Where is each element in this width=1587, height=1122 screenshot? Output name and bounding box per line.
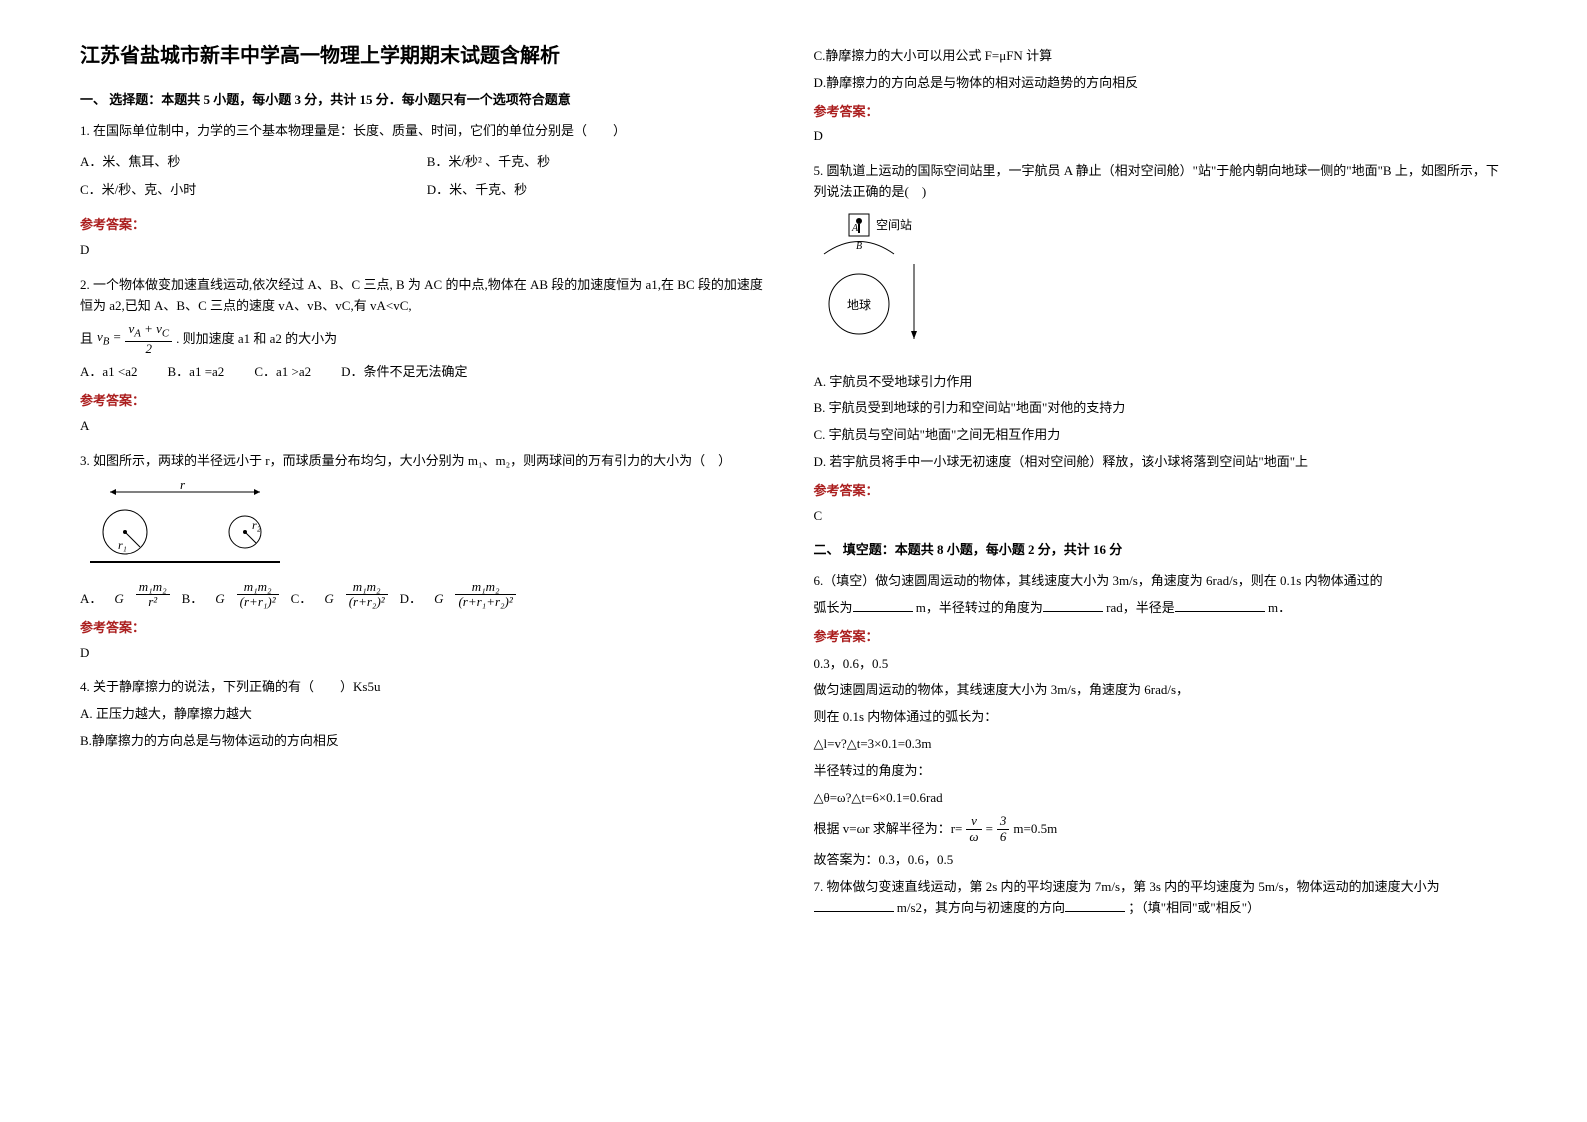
- q6-l1a: 弧长为: [814, 600, 853, 615]
- q3-opt-d-formula: G: [434, 589, 443, 610]
- q6-l1d: m．: [1268, 600, 1291, 615]
- doc-title: 江苏省盐城市新丰中学高一物理上学期期末试题含解析: [80, 40, 774, 72]
- q2-opt-a: A．a1 <a2: [80, 362, 138, 383]
- q3-options: A． G m₁m₂r² B． G m₁m₂(r+r₁)² C． G m₁m₂(r…: [80, 580, 774, 610]
- q3-opt-a-frac: m₁m₂r²: [136, 580, 170, 610]
- q2-ans-label: 参考答案：: [80, 391, 774, 412]
- q2-options: A．a1 <a2 B．a1 =a2 C．a1 >a2 D．条件不足无法确定: [80, 362, 774, 383]
- q1-options: A．米、焦耳、秒 B．米/秒² 、千克、秒 C．米/秒、克、小时 D．米、千克、…: [80, 148, 774, 206]
- q6-exp6: 根据 v=ωr 求解半径为：r= vω = 36 m=0.5m: [814, 814, 1508, 844]
- section1-heading: 一、 选择题：本题共 5 小题，每小题 3 分，共计 15 分．每小题只有一个选…: [80, 90, 774, 111]
- q2-text2: 且 vB = vA + vC 2 . 则加速度 a1 和 a2 的大小为: [80, 322, 774, 356]
- q3-opt-a-label: A．: [80, 589, 102, 610]
- q6-exp5: △θ=ω?△t=6×0.1=0.6rad: [814, 788, 1508, 809]
- blank-radius: [1175, 598, 1265, 612]
- svg-text:B: B: [856, 241, 862, 252]
- q1-opt-b: B．米/秒² 、千克、秒: [427, 152, 774, 173]
- q6-exp3: △l=v?△t=3×0.1=0.3m: [814, 734, 1508, 755]
- q2-opt-c: C．a1 >a2: [254, 362, 311, 383]
- q1-ans-label: 参考答案：: [80, 215, 774, 236]
- q6-blanks-line: 弧长为 m，半径转过的角度为 rad，半径是 m．: [814, 598, 1508, 619]
- q1-opt-d: D．米、千克、秒: [427, 180, 774, 201]
- q6-ans-label: 参考答案：: [814, 627, 1508, 648]
- svg-text:r: r: [180, 477, 186, 492]
- q2-opt-b: B．a1 =a2: [168, 362, 225, 383]
- right-column: C.静摩擦力的大小可以用公式 F=μFN 计算 D.静摩擦力的方向总是与物体的相…: [794, 40, 1528, 1082]
- q2-opt-d: D．条件不足无法确定: [341, 362, 467, 383]
- q3-opt-d-label: D．: [400, 589, 422, 610]
- q3-opt-b-formula: G: [215, 589, 224, 610]
- blank-arc: [853, 598, 913, 612]
- q2-ans: A: [80, 416, 774, 437]
- q4-opt-c: C.静摩擦力的大小可以用公式 F=μFN 计算: [814, 46, 1508, 67]
- section2-heading: 二、 填空题：本题共 8 小题，每小题 2 分，共计 16 分: [814, 540, 1508, 561]
- q7-c: ；（填"相同"或"相反"）: [1128, 900, 1260, 915]
- q3-opt-d-frac: m₁m₂(r+r₁+r₂)²: [455, 580, 515, 610]
- svg-text:r₂: r₂: [252, 518, 261, 532]
- svg-text:r₁: r₁: [118, 538, 127, 552]
- q5-station-label: 空间站: [876, 218, 912, 232]
- q1-opt-a: A．米、焦耳、秒: [80, 152, 427, 173]
- q6-frac-3-6: 36: [997, 814, 1010, 844]
- q5-figure: A 空间站 B 地球: [814, 209, 1508, 366]
- q7-text: 7. 物体做匀变速直线运动，第 2s 内的平均速度为 7m/s，第 3s 内的平…: [814, 877, 1508, 919]
- q5-opt-b: B. 宇航员受到地球的引力和空间站"地面"对他的支持力: [814, 398, 1508, 419]
- q3-opt-c-formula: G: [324, 589, 333, 610]
- q1-text: 1. 在国际单位制中，力学的三个基本物理量是：长度、质量、时间，它们的单位分别是…: [80, 121, 774, 142]
- q4-ans: D: [814, 126, 1508, 147]
- q6-exp4: 半径转过的角度为：: [814, 761, 1508, 782]
- q3-opt-b-label: B．: [182, 589, 204, 610]
- q3-text: 3. 如图所示，两球的半径远小于 r，而球质量分布均匀，大小分别为 m₁、m₂，…: [80, 451, 774, 472]
- q5-ans-label: 参考答案：: [814, 481, 1508, 502]
- q4-ans-label: 参考答案：: [814, 102, 1508, 123]
- q2-frac: vA + vC 2: [125, 322, 172, 356]
- q3-ans: D: [80, 643, 774, 664]
- q5-opt-d: D. 若宇航员将手中一小球无初速度（相对空间舱）释放，该小球将落到空间站"地面"…: [814, 452, 1508, 473]
- q6-ans-line1: 0.3，0.6，0.5: [814, 654, 1508, 675]
- q4-text: 4. 关于静摩擦力的说法，下列正确的有（ ）Ks5u: [80, 677, 774, 698]
- q2-text1: 2. 一个物体做变加速直线运动,依次经过 A、B、C 三点, B 为 AC 的中…: [80, 275, 774, 317]
- q3-opt-c-label: C．: [291, 589, 313, 610]
- blank-accel: [814, 898, 894, 912]
- q3-ans-label: 参考答案：: [80, 618, 774, 639]
- q3-opt-c-frac: m₁m₂(r+r₂)²: [346, 580, 388, 610]
- q7-b: m/s2，其方向与初速度的方向: [897, 900, 1065, 915]
- q2-formula-vb: vB =: [97, 327, 121, 351]
- q6-frac-v-omega: vω: [966, 814, 981, 844]
- q4-opt-b: B.静摩擦力的方向总是与物体运动的方向相反: [80, 731, 774, 752]
- svg-text:A: A: [851, 223, 859, 234]
- blank-angle: [1043, 598, 1103, 612]
- q5-earth-label: 地球: [847, 298, 871, 312]
- page: 江苏省盐城市新丰中学高一物理上学期期末试题含解析 一、 选择题：本题共 5 小题…: [0, 0, 1587, 1122]
- q3-opt-b-frac: m₁m₂(r+r₁)²: [237, 580, 279, 610]
- q4-opt-d: D.静摩擦力的方向总是与物体的相对运动趋势的方向相反: [814, 73, 1508, 94]
- q2-text2-post: . 则加速度 a1 和 a2 的大小为: [176, 329, 337, 350]
- q2-text2-pre: 且: [80, 329, 93, 350]
- q6-l1b: m，半径转过的角度为: [916, 600, 1043, 615]
- q5-opt-c: C. 宇航员与空间站"地面"之间无相互作用力: [814, 425, 1508, 446]
- q1-ans: D: [80, 240, 774, 261]
- q6-exp1: 做匀速圆周运动的物体，其线速度大小为 3m/s，角速度为 6rad/s，: [814, 680, 1508, 701]
- q1-opt-c: C．米/秒、克、小时: [80, 180, 427, 201]
- q6-exp6-post: m=0.5m: [1013, 819, 1057, 840]
- q6-exp2: 则在 0.1s 内物体通过的弧长为：: [814, 707, 1508, 728]
- blank-dir: [1065, 898, 1125, 912]
- q3-figure: r r₁ r₂: [80, 477, 774, 574]
- q5-ans: C: [814, 506, 1508, 527]
- q3-opt-a-formula: G: [114, 589, 123, 610]
- q5-text: 5. 圆轨道上运动的国际空间站里，一宇航员 A 静止（相对空间舱）"站"于舱内朝…: [814, 161, 1508, 203]
- left-column: 江苏省盐城市新丰中学高一物理上学期期末试题含解析 一、 选择题：本题共 5 小题…: [60, 40, 794, 1082]
- q6-exp6-pre: 根据 v=ωr 求解半径为：r=: [814, 819, 963, 840]
- q5-opt-a: A. 宇航员不受地球引力作用: [814, 372, 1508, 393]
- q7-a: 7. 物体做匀变速直线运动，第 2s 内的平均速度为 7m/s，第 3s 内的平…: [814, 879, 1440, 894]
- q6-text-pre: 6.（填空）做匀速圆周运动的物体，其线速度大小为 3m/s，角速度为 6rad/…: [814, 571, 1508, 592]
- q6-exp7: 故答案为：0.3，0.6，0.5: [814, 850, 1508, 871]
- q6-l1c: rad，半径是: [1106, 600, 1175, 615]
- q6-eq1: =: [986, 819, 993, 840]
- q4-opt-a: A. 正压力越大，静摩擦力越大: [80, 704, 774, 725]
